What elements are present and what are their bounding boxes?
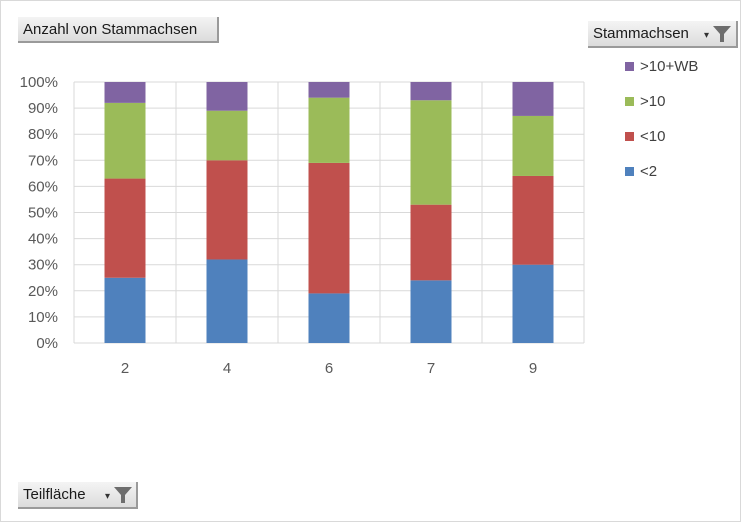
legend-swatch	[625, 62, 634, 71]
bar-segment	[308, 97, 350, 163]
y-tick-label: 80%	[28, 126, 58, 143]
bar-segment	[308, 293, 350, 343]
y-tick-label: 40%	[28, 231, 58, 248]
y-tick-label: 10%	[28, 309, 58, 326]
bar-segment	[308, 82, 350, 98]
value-field-label: Anzahl von Stammachsen	[23, 20, 198, 38]
filter-funnel-icon[interactable]	[113, 486, 133, 504]
y-tick-label: 30%	[28, 257, 58, 274]
legend-item: >10+WB	[625, 58, 698, 75]
x-tick-label: 2	[121, 360, 129, 377]
bar-segment	[206, 110, 248, 161]
legend-field-button[interactable]: Stammachsen ▾	[588, 21, 738, 48]
legend-swatch	[625, 97, 634, 106]
bar-segment	[512, 115, 554, 176]
bar-segment	[104, 102, 146, 179]
legend-item: >10	[625, 93, 665, 110]
legend-label: >10	[640, 93, 666, 110]
y-tick-label: 60%	[28, 178, 58, 195]
bar-segment	[308, 162, 350, 294]
y-tick-label: 20%	[28, 283, 58, 300]
bar-segment	[104, 277, 146, 343]
legend-label: <2	[640, 163, 658, 180]
bar-segment	[206, 160, 248, 260]
x-tick-label: 4	[223, 360, 231, 377]
bar-segment	[512, 82, 554, 116]
bar-segment	[410, 280, 452, 343]
legend-label: >10+WB	[640, 58, 699, 75]
axis-field-button[interactable]: Teilfläche ▾	[18, 482, 138, 509]
axis-field-label: Teilfläche	[23, 486, 86, 503]
dropdown-arrow-icon[interactable]: ▾	[105, 491, 111, 502]
bar-segment	[104, 82, 146, 103]
bar-segment	[410, 100, 452, 205]
bar-segment	[206, 259, 248, 343]
legend-field-label: Stammachsen	[593, 25, 689, 42]
bar-segment	[512, 264, 554, 343]
legend-swatch	[625, 167, 634, 176]
y-tick-label: 50%	[28, 205, 58, 222]
bar-segment	[410, 204, 452, 281]
legend-item: <2	[625, 163, 657, 180]
legend-label: <10	[640, 128, 666, 145]
y-tick-label: 90%	[28, 100, 58, 117]
x-tick-label: 6	[325, 360, 333, 377]
legend-swatch	[625, 132, 634, 141]
bar-segment	[104, 178, 146, 278]
y-tick-label: 0%	[36, 335, 58, 352]
y-tick-label: 100%	[20, 74, 58, 91]
value-field-button[interactable]: Anzahl von Stammachsen	[18, 17, 219, 43]
bar-segment	[410, 82, 452, 101]
y-tick-label: 70%	[28, 152, 58, 169]
legend-item: <10	[625, 128, 665, 145]
bar-segment	[206, 82, 248, 111]
filter-funnel-icon[interactable]	[712, 25, 732, 43]
x-tick-label: 7	[427, 360, 435, 377]
dropdown-arrow-icon[interactable]: ▾	[704, 30, 710, 41]
bar-segment	[512, 175, 554, 265]
x-tick-label: 9	[529, 360, 537, 377]
